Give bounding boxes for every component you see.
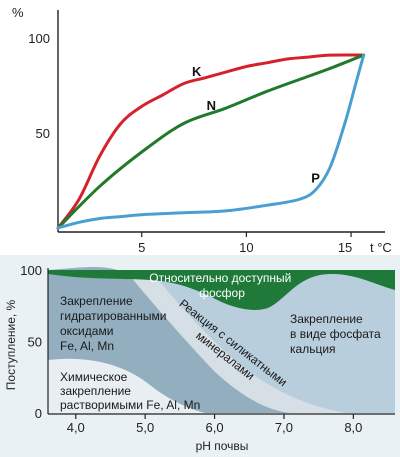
series-label-N: N: [207, 98, 216, 113]
top-y-tick-label: 100: [28, 31, 50, 46]
zone-label-chemical: Химическое закрепление растворимыми Fe, …: [60, 370, 200, 412]
zone-available: [48, 270, 395, 310]
series-label-P: P: [311, 170, 320, 185]
series-label-K: K: [192, 64, 202, 79]
temperature-chart: % 50 100 5 10 15 t °C K N P: [12, 5, 392, 255]
series-line-N: [56, 53, 366, 230]
ph-x-axis-label: pH почвы: [196, 439, 249, 453]
ph-y-tick-label: 0: [35, 406, 42, 421]
y-axis-label: %: [12, 5, 24, 20]
ph-x-tick-label: 8,0: [344, 420, 362, 435]
top-x-tick-label: 5: [138, 240, 145, 255]
top-x-tick-label: 10: [239, 240, 253, 255]
top-y-tick-label: 50: [36, 126, 50, 141]
x-axis-label: t °C: [370, 240, 392, 255]
ph-y-axis-label: Поступление, %: [4, 299, 18, 390]
ph-x-tick-label: 5,0: [136, 420, 154, 435]
series-line-K: [56, 53, 366, 230]
ph-x-tick-label: 6,0: [206, 420, 224, 435]
zones: [48, 267, 395, 413]
ph-y-tick-label: 50: [28, 335, 42, 350]
series-line-P: [56, 53, 366, 230]
ph-chart: 0 50 100 4,0 5,0 6,0 7,0 8,0 Поступление, % pH…: [0, 255, 400, 457]
ph-x-tick-label: 4,0: [67, 420, 85, 435]
zone-chemical: [48, 358, 205, 413]
top-x-tick-label: 15: [338, 240, 352, 255]
ph-x-tick-label: 7,0: [275, 420, 293, 435]
zone-label-available: Относительно доступный фосфор: [149, 271, 294, 300]
ph-y-tick-label: 100: [20, 263, 42, 278]
zone-label-oxides: Закрепление гидратированными оксидами Fe…: [60, 294, 170, 353]
zone-label-calcium: Закрепление в виде фосфата кальция: [290, 312, 384, 356]
